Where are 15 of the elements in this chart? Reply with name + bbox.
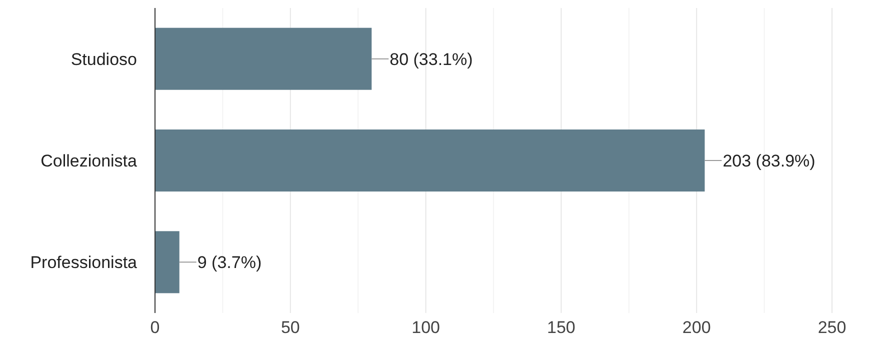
data-label: 80 (33.1%) (390, 50, 473, 69)
data-label: 203 (83.9%) (722, 151, 816, 170)
bar (155, 28, 372, 90)
x-tick-label: 50 (280, 318, 300, 337)
y-tick-label: Professionista (30, 253, 138, 272)
bar (155, 231, 180, 294)
data-label: 9 (3.7%) (197, 253, 262, 272)
x-tick-label: 200 (682, 318, 711, 337)
y-tick-label: Studioso (70, 50, 137, 69)
x-tick-label: 250 (818, 318, 846, 337)
y-tick-label: Collezionista (40, 151, 138, 170)
x-tick-label: 150 (547, 318, 576, 337)
x-tick-label: 0 (150, 318, 160, 337)
x-tick-label: 100 (412, 318, 440, 337)
bar (155, 129, 705, 192)
